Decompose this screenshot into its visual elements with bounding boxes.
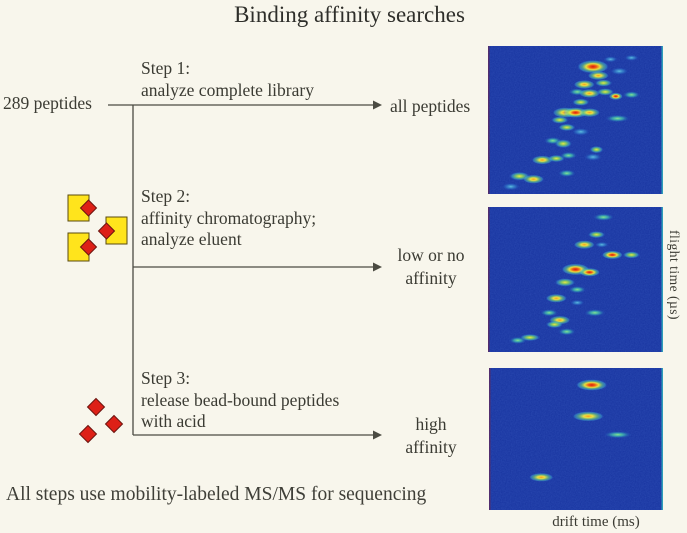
- step-2-description-line-2: analyze eluent: [141, 229, 242, 249]
- step-2-description-line-1: affinity chromatography;: [141, 207, 317, 228]
- drift-time-axis-label: drift time (ms): [552, 514, 640, 530]
- step-2-result-line-1: low or no: [397, 245, 465, 265]
- flight-time-axis-label: flight time (µs): [667, 230, 682, 321]
- step-1-description: analyze complete library: [141, 79, 314, 100]
- step-3-description-line-1: release bead-bound peptides: [141, 389, 340, 410]
- step-1-label: Step 1:: [141, 58, 191, 78]
- peptide-count-label: 289 peptides: [3, 93, 92, 113]
- step-2-result-line-2: affinity: [405, 267, 457, 288]
- step-1-text: Step 1: analyze complete library: [141, 58, 314, 101]
- step-3-result-line-1: high: [415, 414, 447, 434]
- step-3-result-line-2: affinity: [405, 436, 457, 457]
- step-2-result-label: low or no affinity: [391, 244, 471, 289]
- step-2-text: Step 2: affinity chromatography; analyze…: [141, 186, 316, 251]
- ms-heatmap-step2: [488, 207, 663, 352]
- step-3-description-line-2: with acid: [141, 411, 206, 431]
- step-1-result-label: all peptides: [390, 96, 471, 116]
- ms-heatmap-step3: [489, 368, 663, 510]
- step-2-label: Step 2:: [141, 186, 191, 206]
- ms-heatmap-step1: [488, 46, 663, 194]
- page-title: Binding affinity searches: [234, 2, 465, 27]
- bead-bound-peptides-icon: [67, 194, 128, 262]
- step-3-label: Step 3:: [141, 368, 191, 388]
- step-3-result-label: high affinity: [395, 413, 467, 458]
- released-peptides-icon: [78, 397, 124, 444]
- step-3-text: Step 3: release bead-bound peptides with…: [141, 368, 339, 433]
- arrow-heads: [373, 100, 382, 440]
- figure-caption: All steps use mobility-labeled MS/MS for…: [6, 484, 427, 505]
